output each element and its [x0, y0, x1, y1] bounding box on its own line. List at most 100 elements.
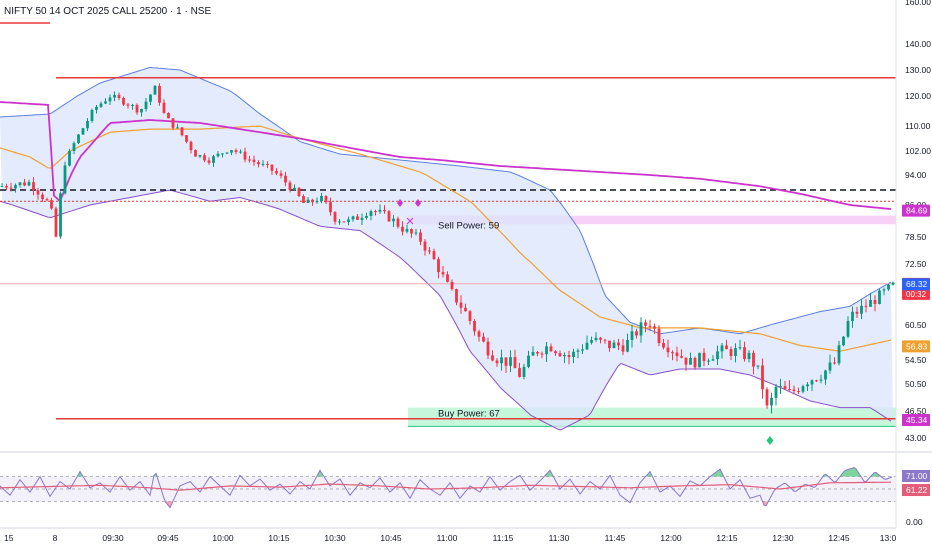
candle-body — [873, 300, 877, 304]
sell-power-label: Sell Power: 59 — [438, 221, 499, 232]
candle-body — [126, 104, 130, 106]
candle-body — [662, 343, 665, 348]
time-tick-label: 10:00 — [212, 533, 234, 543]
candle-body — [716, 351, 719, 360]
candle-body — [225, 152, 229, 154]
candle-body — [401, 226, 404, 232]
price-tick-label: 94.00 — [905, 170, 927, 180]
candle-body — [356, 216, 359, 220]
candle-body — [477, 331, 481, 337]
candle-body — [648, 325, 652, 327]
candle-body — [689, 357, 692, 365]
candle-body — [185, 135, 188, 142]
candle-body — [693, 357, 697, 368]
candle-body — [342, 221, 346, 223]
time-tick-label: 09:45 — [157, 533, 179, 543]
candle-body — [266, 163, 269, 165]
candle-body — [527, 355, 530, 367]
candle-body — [576, 350, 580, 352]
candle-body — [239, 151, 242, 153]
candle-body — [509, 357, 512, 366]
candle-body — [320, 196, 323, 202]
candle-body — [653, 326, 656, 329]
candle-body — [585, 342, 589, 350]
candle-body — [725, 345, 728, 350]
candle-body — [797, 390, 800, 392]
candle-body — [572, 351, 575, 358]
candle-body — [522, 366, 526, 377]
candle-body — [891, 282, 895, 285]
candle-body — [495, 360, 499, 364]
time-tick-label: 10:15 — [268, 533, 290, 543]
rsi-ma-line — [0, 481, 891, 491]
candle-body — [626, 339, 629, 352]
candle-body — [833, 362, 836, 364]
time-tick-label: 11:15 — [493, 533, 514, 543]
candle-body — [563, 354, 566, 357]
candle-body — [765, 389, 769, 406]
price-tick-label: 43.00 — [905, 433, 927, 443]
candle-body — [410, 229, 413, 234]
candle-body — [360, 217, 364, 220]
candle-body — [248, 159, 251, 161]
candle-body — [14, 185, 17, 189]
candle-body — [369, 211, 373, 216]
candle-body — [518, 368, 521, 377]
candle-body — [707, 360, 710, 362]
candle-body — [819, 379, 823, 381]
price-tick-label: 130.00 — [905, 65, 931, 75]
price-badge-value: 56.83 — [906, 341, 928, 351]
candle-body — [257, 162, 260, 165]
candle-body — [162, 102, 166, 113]
candle-body — [743, 347, 746, 360]
time-tick-label: 11:45 — [605, 533, 626, 543]
candle-body — [860, 305, 863, 314]
candle-body — [171, 118, 175, 128]
price-tick-label: 60.50 — [905, 320, 927, 330]
price-badge — [902, 340, 930, 353]
candle-body — [459, 302, 463, 308]
candle-body — [207, 160, 211, 163]
price-tick-label: 140.00 — [905, 39, 931, 49]
candle-body — [554, 351, 557, 354]
price-tick-label: 54.50 — [905, 355, 927, 365]
candle-body — [374, 211, 377, 213]
signal-diamond-icon — [397, 199, 403, 207]
time-tick-label: 10:45 — [380, 533, 402, 543]
bollinger-lower-line — [0, 189, 892, 431]
candle-body — [86, 120, 89, 129]
price-tick-label: 160.00 — [905, 0, 931, 7]
time-tick-label: 10:30 — [324, 533, 346, 543]
candle-body — [365, 215, 368, 218]
candle-body — [738, 347, 742, 349]
candle-body — [221, 153, 224, 155]
candle-body — [117, 94, 121, 98]
candle-body — [90, 109, 94, 121]
candle-body — [135, 104, 139, 113]
sell-power-zone — [408, 215, 896, 225]
price-badge-value: 84.69 — [906, 206, 928, 216]
chart-title: NIFTY 50 14 OCT 2025 CALL 25200 · 1 · NS… — [4, 6, 211, 17]
rsi-badge — [902, 469, 930, 482]
candle-body — [293, 187, 296, 190]
cross-marker-icon — [406, 217, 414, 225]
candle-body — [275, 170, 278, 174]
candle-body — [45, 199, 49, 201]
candle-body — [855, 311, 859, 314]
candle-body — [558, 353, 562, 357]
candle-body — [500, 357, 503, 364]
candle-body — [612, 342, 616, 349]
candle-body — [216, 153, 220, 157]
candle-body — [72, 143, 76, 151]
candle-body — [284, 175, 287, 183]
candle-body — [491, 355, 494, 361]
candle-body — [729, 349, 733, 356]
candle-body — [131, 104, 134, 106]
candle-body — [581, 349, 584, 351]
candle-body — [54, 208, 58, 237]
candle-body — [0, 186, 4, 188]
time-tick-label: 15 — [4, 533, 14, 543]
candle-body — [158, 85, 161, 103]
candle-body — [113, 94, 116, 98]
